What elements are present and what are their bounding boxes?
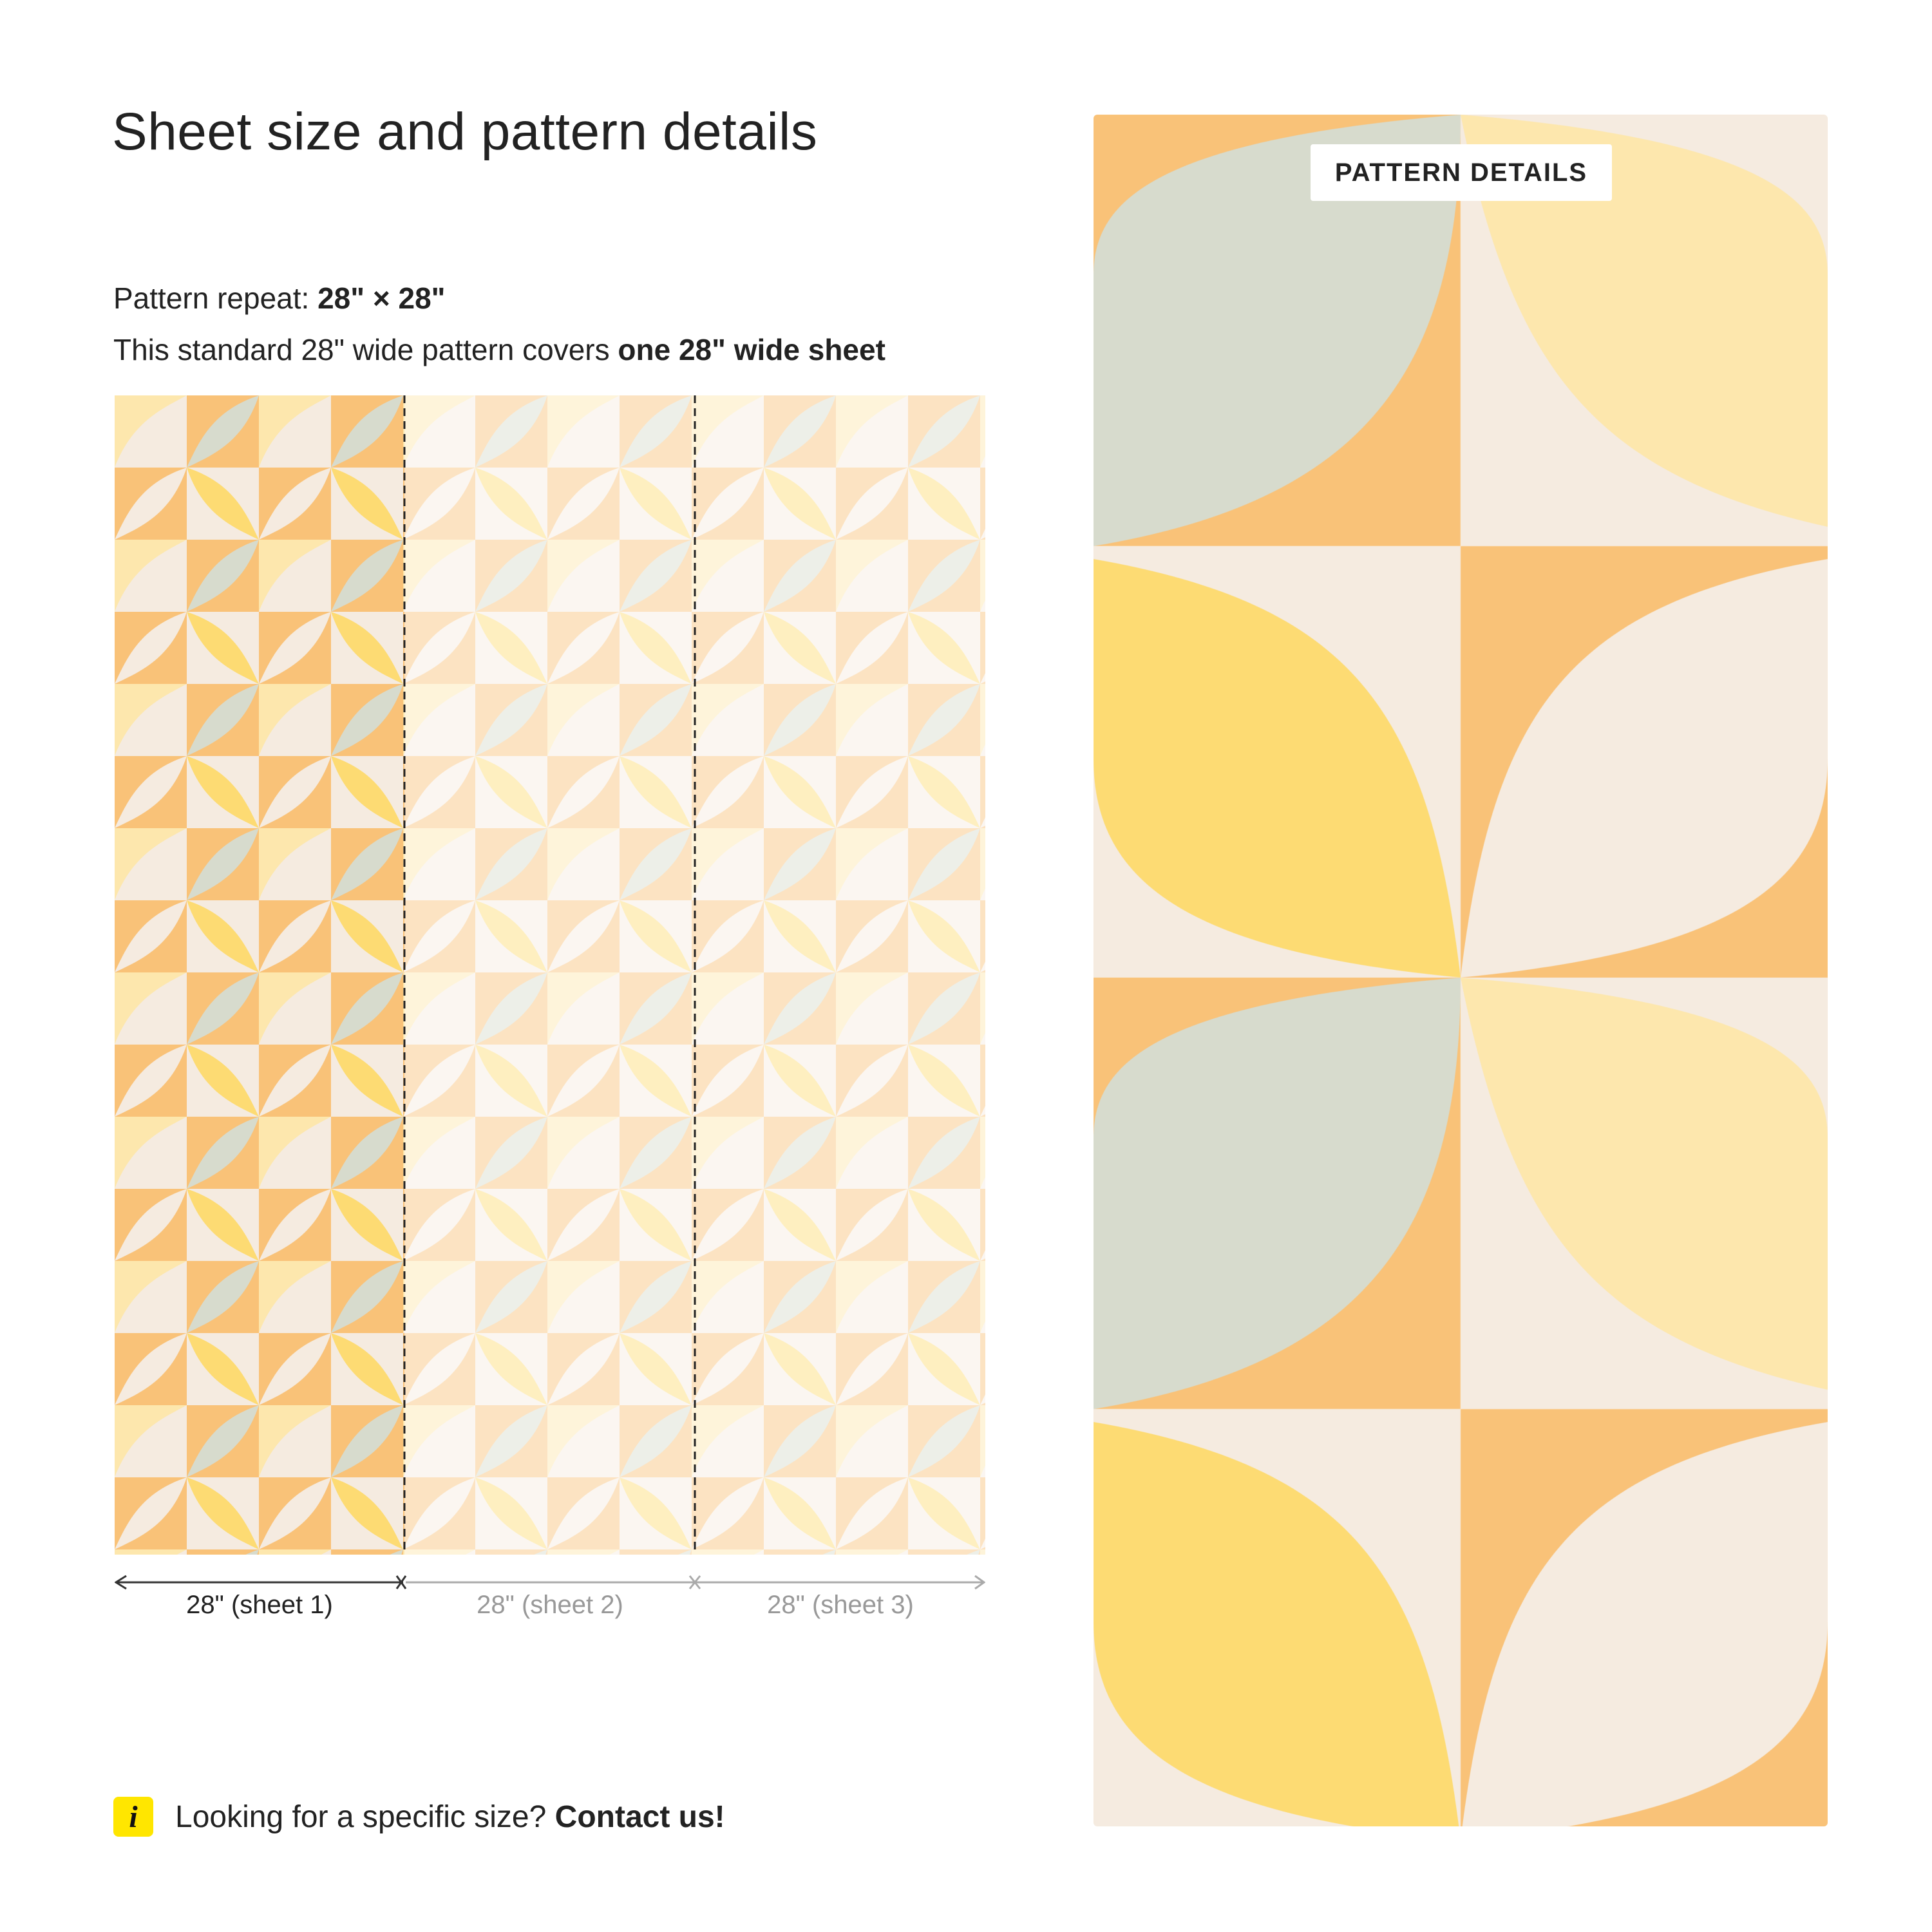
- contact-info-text: Looking for a specific size? Contact us!: [175, 1799, 725, 1835]
- coverage-label: This standard 28" wide pattern covers: [113, 333, 610, 366]
- page-title: Sheet size and pattern details: [112, 102, 818, 161]
- sheet-2-label: 28" (sheet 2): [477, 1591, 623, 1619]
- detail-pattern-fill: [1094, 115, 1828, 1826]
- info-icon: i: [113, 1797, 153, 1837]
- pattern-details-badge: PATTERN DETAILS: [1311, 144, 1612, 201]
- coverage-value: one 28" wide sheet: [618, 333, 886, 366]
- pattern-repeat-label: Pattern repeat:: [113, 281, 310, 315]
- pattern-repeat-value: 28" × 28": [317, 281, 446, 315]
- sheet-1-area: [115, 395, 404, 1555]
- dimension-line-sheet-1: [115, 1575, 407, 1590]
- sheet-1-label: 28" (sheet 1): [186, 1591, 333, 1619]
- sheet-3-label: 28" (sheet 3): [767, 1591, 914, 1619]
- coverage-line: This standard 28" wide pattern covers on…: [113, 332, 886, 367]
- contact-us-link[interactable]: Contact us!: [554, 1799, 725, 1834]
- dimension-line-sheets-2-3: [406, 1575, 985, 1590]
- sheet-preview: [115, 395, 985, 1590]
- pattern-detail-view: [1094, 115, 1828, 1826]
- pattern-detail-svg: [1094, 115, 1828, 1826]
- specific-size-question: Looking for a specific size?: [175, 1799, 547, 1834]
- contact-info-row: i Looking for a specific size? Contact u…: [113, 1797, 725, 1837]
- pattern-repeat-line: Pattern repeat: 28" × 28": [113, 281, 445, 316]
